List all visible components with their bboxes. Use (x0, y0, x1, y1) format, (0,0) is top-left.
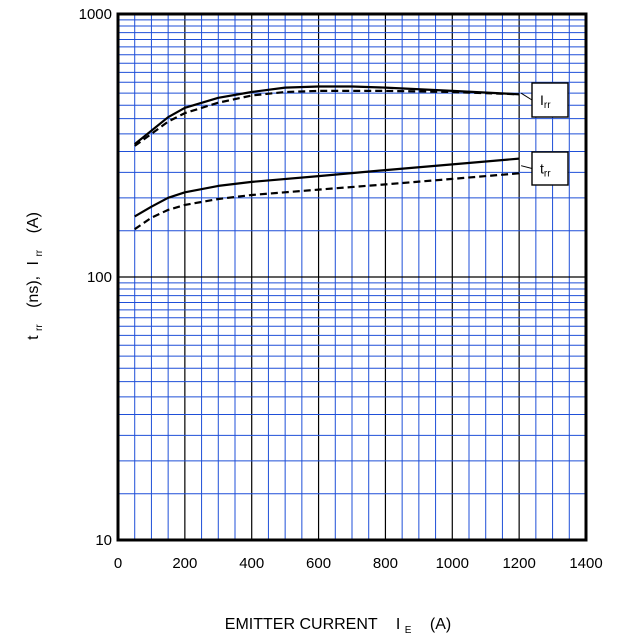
series-line-3-solid (134, 157, 520, 218)
x-axis-title: EMITTER CURRENT I E (A) (225, 616, 451, 637)
grid (118, 14, 586, 540)
series-lines (134, 85, 520, 231)
tick-labels: 0 200 400 600 800 1000 1200 1400 10 100 1000 (79, 6, 603, 572)
y-axis-title-unit2: (A) (25, 212, 42, 233)
x-tick-label: 0 (114, 555, 122, 572)
y-axis-title-sym2: I (25, 261, 42, 265)
y-axis-title-sym1: t (25, 335, 42, 340)
x-axis-title-symbol-sub: E (405, 625, 412, 636)
y-axis-title-unit1: (ns), (25, 276, 42, 308)
series-line-1-solid (134, 85, 520, 145)
y-axis-title-sub1: rr (34, 324, 45, 331)
annotation-leader (520, 92, 533, 101)
x-axis-title-unit: (A) (430, 616, 451, 633)
y-tick-label: 1000 (79, 6, 112, 23)
annotation-leader (521, 165, 533, 169)
annotation-label: Irr (540, 92, 551, 111)
annotation-sub: rr (544, 100, 551, 111)
annotation-box (531, 82, 569, 118)
x-axis-title-symbol: I (396, 616, 400, 633)
series-line-2-dashed (134, 89, 520, 147)
y-axis-title: t rr (ns), I rr (A) (25, 212, 46, 340)
x-tick-label: 1000 (436, 555, 469, 572)
x-tick-label: 400 (239, 555, 264, 572)
x-tick-label: 1200 (502, 555, 535, 572)
series-line-4-dashed (134, 172, 520, 231)
x-tick-label: 200 (172, 555, 197, 572)
y-axis-title-sub2: rr (34, 249, 45, 256)
plot-frame (116, 12, 588, 542)
annotation-label: trr (540, 161, 551, 180)
annotation-symbol: t (540, 161, 544, 177)
x-axis-title-main: EMITTER CURRENT (225, 616, 378, 633)
y-tick-label: 10 (95, 532, 112, 549)
x-tick-label: 600 (306, 555, 331, 572)
annotation-sub: rr (544, 169, 551, 180)
annotation-box (531, 151, 569, 186)
x-tick-label: 800 (373, 555, 398, 572)
x-tick-label: 1400 (569, 555, 602, 572)
y-tick-label: 100 (87, 269, 112, 286)
annotation-symbol: I (540, 92, 544, 108)
